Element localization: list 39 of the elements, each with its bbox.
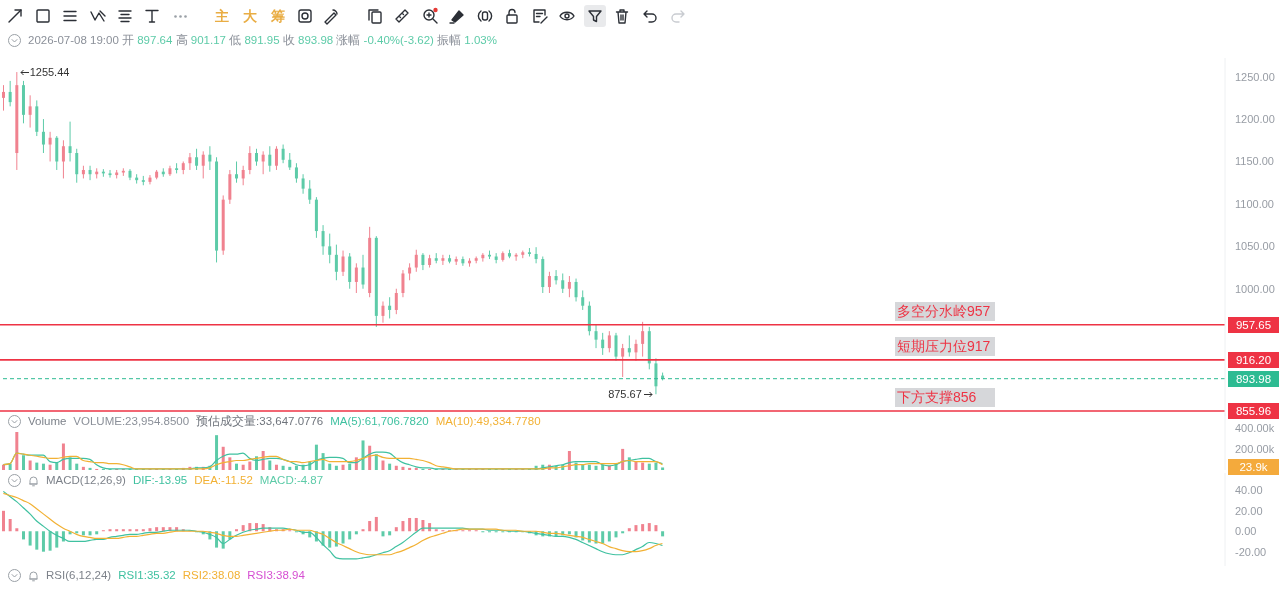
ref-line-label: 893.98 (1228, 370, 1279, 387)
annotation: 875.67 (608, 387, 642, 402)
ref-line-label: 916.20 (1228, 351, 1279, 368)
y-tick-label: 1000.00 (1235, 282, 1275, 295)
legend-label: RSI2:38.08 (182, 569, 241, 582)
y-tick-label: 1150.00 (1235, 155, 1274, 168)
chart-title: MACD(12,26,9) (46, 474, 126, 487)
y-tick-label: 1250.00 (1235, 70, 1275, 83)
annotation: 预估成交量:33,647.0776 (196, 415, 324, 428)
legend-label: RSI3:38.94 (247, 569, 305, 582)
y-tick-label: 200.00k (1235, 442, 1275, 455)
text: MA(10):49,334.7780 (435, 415, 541, 428)
annotation: 1255.44 (29, 65, 70, 80)
y-tick-label: 400.00k (1235, 421, 1275, 434)
y-tick-label: 1200.00 (1235, 112, 1275, 125)
legend-label: RSI1:35.32 (118, 569, 176, 582)
text: 23.9k (1228, 459, 1279, 476)
y-tick-label: 1050.00 (1235, 240, 1275, 253)
y-tick-label: 1100.00 (1235, 197, 1274, 210)
text: RSI(6,12,24) (46, 569, 112, 582)
annotation: 短期压力位917 (895, 336, 995, 356)
text: MA(5):61,706.7820 (330, 415, 429, 428)
chart-title: Volume (28, 415, 67, 428)
y-tick-label: 40.00 (1235, 484, 1263, 497)
chart-title: 2026-07-08 19:00 开 897.64 高 901.17 低 891.95 收 893.98 涨幅 -0.40%(-3.62) 振幅 1.03% (28, 34, 497, 46)
y-tick-label: -20.00 (1235, 545, 1267, 558)
text: DEA:-11.52 (194, 474, 253, 487)
ref-line-label: 855.96 (1228, 402, 1279, 419)
text: 大 (242, 8, 258, 24)
ref-line-label: 957.65 (1228, 316, 1279, 333)
text: 筹 (270, 8, 286, 24)
annotation: 多空分水岭957 (895, 301, 995, 321)
text: 主 (214, 8, 230, 24)
annotation: 下方支撑856 (895, 387, 995, 407)
text: MACD:-4.87 (259, 474, 324, 487)
y-tick-label: 20.00 (1235, 504, 1263, 517)
annotation: VOLUME:23,954.8500 (73, 415, 190, 428)
text: DIF:-13.95 (132, 474, 188, 487)
y-tick-label: 0.00 (1235, 525, 1257, 538)
